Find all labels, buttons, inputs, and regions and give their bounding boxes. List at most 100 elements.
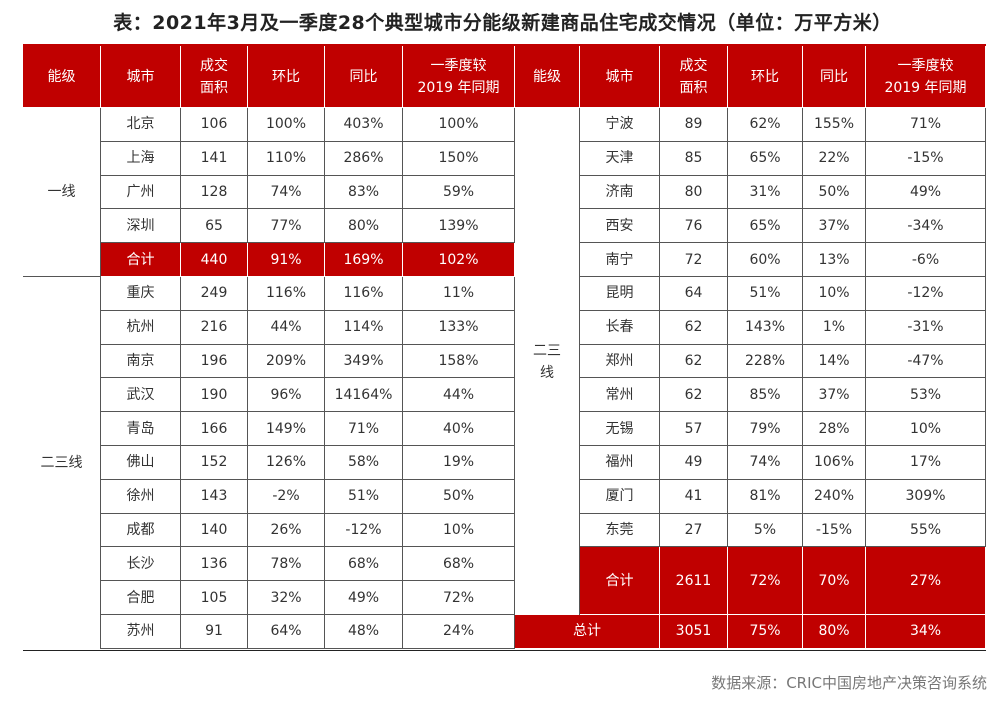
tier-label-right-line-1: 二三 bbox=[533, 342, 561, 359]
table-cell: 62 bbox=[660, 378, 728, 413]
table-cell: 128 bbox=[181, 175, 248, 210]
city-name: 武汉 bbox=[101, 378, 181, 413]
table-cell: 51% bbox=[728, 277, 803, 311]
city-name: 昆明 bbox=[580, 277, 660, 311]
city-name: 宁波 bbox=[580, 108, 660, 142]
table-cell: 79% bbox=[728, 412, 803, 446]
city-name: 东莞 bbox=[580, 513, 660, 548]
table-cell: 49% bbox=[325, 581, 403, 615]
table-cell: 89 bbox=[660, 108, 728, 142]
table-cell: 106% bbox=[803, 446, 866, 480]
table-cell: -34% bbox=[866, 209, 986, 244]
city-name: 合肥 bbox=[101, 581, 181, 615]
table-cell: 44% bbox=[403, 378, 515, 413]
subtotal-cell: 169% bbox=[325, 243, 403, 277]
table-cell: 62 bbox=[660, 310, 728, 345]
table-cell: 37% bbox=[803, 378, 866, 413]
table-cell: 68% bbox=[325, 547, 403, 582]
table-cell: 74% bbox=[248, 175, 325, 210]
right-header-yoy: 同比 bbox=[803, 46, 866, 108]
table-cell: 190 bbox=[181, 378, 248, 413]
city-name: 上海 bbox=[101, 141, 181, 176]
table-cell: 41 bbox=[660, 479, 728, 514]
table-cell: 68% bbox=[403, 547, 515, 582]
table-cell: 72% bbox=[403, 581, 515, 615]
table-cell: 14% bbox=[803, 344, 866, 379]
city-name: 无锡 bbox=[580, 412, 660, 446]
table-cell: 64 bbox=[660, 277, 728, 311]
city-name: 佛山 bbox=[101, 446, 181, 480]
table-cell: 64% bbox=[248, 615, 325, 649]
table-cell: 71% bbox=[325, 412, 403, 446]
table-cell: 155% bbox=[803, 108, 866, 142]
right-header-mom: 环比 bbox=[728, 46, 803, 108]
right-header-area-line-1: 成交 bbox=[679, 57, 708, 74]
table-cell: 228% bbox=[728, 344, 803, 379]
subtotal-cell: 440 bbox=[181, 243, 248, 277]
subtotal-cell: 2611 bbox=[660, 547, 728, 615]
table-cell: 65% bbox=[728, 209, 803, 244]
table-cell: 22% bbox=[803, 141, 866, 176]
table-cell: 17% bbox=[866, 446, 986, 480]
table-cell: -31% bbox=[866, 310, 986, 345]
table-cell: 13% bbox=[803, 243, 866, 277]
left-header-area-line-2: 面积 bbox=[200, 79, 228, 96]
grand-total-cell: 75% bbox=[728, 615, 803, 649]
city-name: 常州 bbox=[580, 378, 660, 413]
table-cell: 158% bbox=[403, 344, 515, 379]
table-cell: 50% bbox=[403, 479, 515, 514]
table-cell: 105 bbox=[181, 581, 248, 615]
grand-total-cell: 34% bbox=[866, 615, 986, 649]
table-cell: 51% bbox=[325, 479, 403, 514]
table-cell: 216 bbox=[181, 310, 248, 345]
right-header-q1-vs-2019-line-2: 2019 年同期 bbox=[884, 79, 967, 96]
table-cell: 77% bbox=[248, 209, 325, 244]
table-cell: 32% bbox=[248, 581, 325, 615]
left-header-q1-vs-2019-line-2: 2019 年同期 bbox=[417, 79, 500, 96]
left-header-yoy: 同比 bbox=[325, 46, 403, 108]
table-cell: 10% bbox=[803, 277, 866, 311]
left-header-city: 城市 bbox=[101, 46, 181, 108]
city-name: 福州 bbox=[580, 446, 660, 480]
table-cell: 100% bbox=[403, 108, 515, 142]
table-cell: 150% bbox=[403, 141, 515, 176]
table-cell: 27 bbox=[660, 513, 728, 548]
table-cell: 49 bbox=[660, 446, 728, 480]
left-header-tier: 能级 bbox=[23, 46, 101, 108]
grand-total-cell: 80% bbox=[803, 615, 866, 649]
table-cell: 14164% bbox=[325, 378, 403, 413]
table-cell: 116% bbox=[248, 277, 325, 311]
table-cell: 24% bbox=[403, 615, 515, 649]
data-source-note: 数据来源：CRIC中国房地产决策咨询系统 bbox=[711, 674, 987, 692]
right-header-area: 成交 面积 bbox=[660, 46, 728, 108]
table-cell: 85 bbox=[660, 141, 728, 176]
table-cell: 53% bbox=[866, 378, 986, 413]
table-cell: 140 bbox=[181, 513, 248, 548]
right-header-q1-vs-2019-line-1: 一季度较 bbox=[897, 57, 954, 74]
table-cell: 65 bbox=[181, 209, 248, 244]
table-cell: 249 bbox=[181, 277, 248, 311]
table-cell: 71% bbox=[866, 108, 986, 142]
table-cell: -12% bbox=[325, 513, 403, 548]
grand-total-cell: 3051 bbox=[660, 615, 728, 649]
city-name: 成都 bbox=[101, 513, 181, 548]
city-name: 深圳 bbox=[101, 209, 181, 244]
table-cell: 1% bbox=[803, 310, 866, 345]
city-name: 郑州 bbox=[580, 344, 660, 379]
table-cell: 133% bbox=[403, 310, 515, 345]
table-cell: 100% bbox=[248, 108, 325, 142]
table-cell: 72 bbox=[660, 243, 728, 277]
tier-label-right-line-2: 线 bbox=[540, 364, 554, 381]
table-cell: 83% bbox=[325, 175, 403, 210]
data-table: 能级 城市 成交 面积 环比 同比 一季度较 2019 年同期 能级 城市 成交 面积 环比 同比 一季度较… bbox=[23, 44, 986, 651]
left-header-area-line-1: 成交 bbox=[200, 57, 228, 74]
table-cell: 65% bbox=[728, 141, 803, 176]
tier-label-right: 二三线 bbox=[515, 108, 580, 615]
table-cell: 57 bbox=[660, 412, 728, 446]
table-cell: 149% bbox=[248, 412, 325, 446]
table-cell: 309% bbox=[866, 479, 986, 514]
city-name: 长春 bbox=[580, 310, 660, 345]
tier-label-first: 一线 bbox=[23, 108, 101, 277]
table-cell: 40% bbox=[403, 412, 515, 446]
city-name: 济南 bbox=[580, 175, 660, 210]
